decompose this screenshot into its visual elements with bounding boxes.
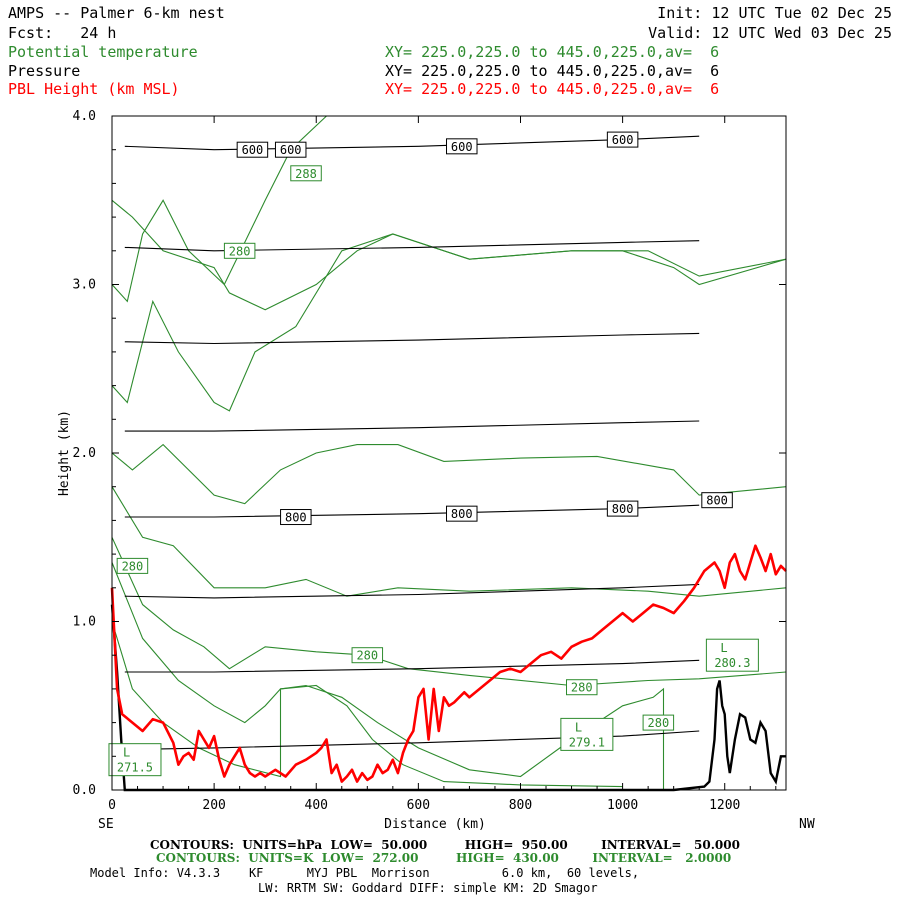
legend-pressure-xy: XY= 225.0,225.0 to 445.0,225.0,av= 6 (385, 62, 720, 80)
pressure-label-1-box (274, 141, 307, 158)
pressure-label-4-box (280, 509, 312, 526)
pressure-label-3: 600 (612, 133, 634, 147)
theta-label-5: 280 (648, 716, 670, 730)
legend-theta-name: Potential temperature (8, 43, 198, 61)
y-tick-label-3: 3.0 (73, 278, 96, 293)
low-label-letter-0: L (123, 746, 130, 760)
x-tick-label-0: 0 (108, 798, 116, 813)
pressure-label-7: 800 (706, 494, 728, 508)
y-tick-label-2: 2.0 (73, 446, 96, 461)
pressure-label-5-box (446, 505, 478, 522)
pressure-level-line-0 (124, 135, 700, 151)
x-end-label-left: SE (98, 817, 114, 832)
low-label-box-1 (560, 717, 614, 751)
theta-label-1: 280 (229, 244, 251, 258)
pressure-label-6: 800 (612, 502, 634, 516)
pressure-level-line-7 (124, 730, 700, 751)
low-label-box-0 (108, 743, 162, 777)
theta-isoline-3 (111, 443, 787, 505)
theta-isoline-5 (111, 537, 787, 687)
pressure-level-line-2 (124, 332, 700, 345)
x-tick-label-6: 1200 (709, 798, 740, 813)
theta-isoline-4 (111, 486, 787, 597)
pressure-level-line-6 (124, 659, 700, 673)
pressure-label-7-box (701, 492, 733, 509)
plot-frame (111, 115, 787, 791)
y-axis-label: Height (km) (57, 410, 72, 496)
theta-isoline-0 (111, 115, 327, 303)
theta-label-5-box (642, 714, 675, 731)
legend-theta-xy: XY= 225.0,225.0 to 445.0,225.0,av= 6 (385, 43, 720, 61)
low-label-value-1: 279.1 (569, 735, 605, 749)
low-label-value-2: 280.3 (714, 656, 750, 670)
pressure-label-4: 800 (285, 511, 307, 525)
pressure-level-line-5 (124, 583, 700, 599)
pressure-label-6-box (606, 500, 639, 517)
theta-label-2: 280 (122, 559, 144, 573)
theta-isoline-6 (111, 562, 665, 790)
low-label-box-2 (705, 638, 759, 672)
theta-label-0-box (290, 165, 322, 182)
y-tick-label-4: 4.0 (73, 109, 96, 124)
theta-label-4-box (566, 679, 598, 696)
low-label-value-0: 271.5 (117, 761, 153, 775)
x-end-label-right: NW (799, 817, 815, 832)
x-tick-label-2: 400 (305, 798, 328, 813)
footer-physics-info: LW: RRTM SW: Goddard DIFF: simple KM: 2D… (258, 881, 598, 895)
pressure-level-line-1 (124, 240, 700, 252)
pressure-label-2-box (446, 138, 478, 155)
theta-label-3: 280 (356, 649, 378, 663)
theta-label-2-box (116, 557, 149, 574)
low-label-letter-2: L (720, 641, 727, 655)
valid-time: Valid: 12 UTC Wed 03 Dec 25 (648, 24, 892, 42)
pressure-label-2: 600 (451, 140, 473, 154)
pressure-label-0: 600 (242, 143, 264, 157)
pressure-label-3-box (606, 131, 639, 148)
legend-pbl-xy: XY= 225.0,225.0 to 445.0,225.0,av= 6 (385, 80, 720, 98)
x-tick-label-5: 1000 (607, 798, 638, 813)
footer-contours-theta: CONTOURS: UNITS=K LOW= 272.00 HIGH= 430.… (156, 851, 732, 865)
terrain-line (110, 604, 786, 792)
footer-model-info: Model Info: V4.3.3 KF MYJ PBL Morrison 6… (90, 866, 640, 880)
low-label-letter-1: L (575, 720, 582, 734)
pressure-label-1: 600 (280, 143, 302, 157)
x-tick-label-1: 200 (202, 798, 225, 813)
theta-label-4: 280 (571, 681, 593, 695)
init-time: Init: 12 UTC Tue 02 Dec 25 (657, 4, 892, 22)
pbl-height-line (110, 544, 787, 783)
footer-contours-pressure: CONTOURS: UNITS=hPa LOW= 50.000 HIGH= 95… (150, 838, 740, 852)
pressure-level-line-3 (124, 420, 700, 432)
pressure-label-0-box (236, 141, 269, 158)
pressure-level-line-4 (124, 504, 700, 518)
pressure-label-5: 800 (451, 507, 473, 521)
y-tick-label-1: 1.0 (73, 615, 96, 630)
legend-pressure-name: Pressure (8, 62, 81, 80)
x-tick-label-4: 800 (509, 798, 532, 813)
theta-label-3-box (351, 647, 384, 664)
theta-label-0: 288 (295, 167, 317, 181)
theta-isoline-2 (111, 233, 787, 412)
theta-isoline-7 (111, 621, 623, 788)
y-tick-label-0: 0.0 (73, 783, 96, 798)
chart-title: AMPS -- Palmer 6-km nest (8, 4, 225, 22)
theta-label-1-box (223, 242, 256, 259)
forecast-hour: Fcst: 24 h (8, 24, 117, 42)
x-tick-label-3: 600 (407, 798, 430, 813)
legend-pbl-name: PBL Height (km MSL) (8, 80, 180, 98)
x-axis-label: Distance (km) (384, 817, 486, 832)
theta-isoline-1 (111, 199, 787, 311)
